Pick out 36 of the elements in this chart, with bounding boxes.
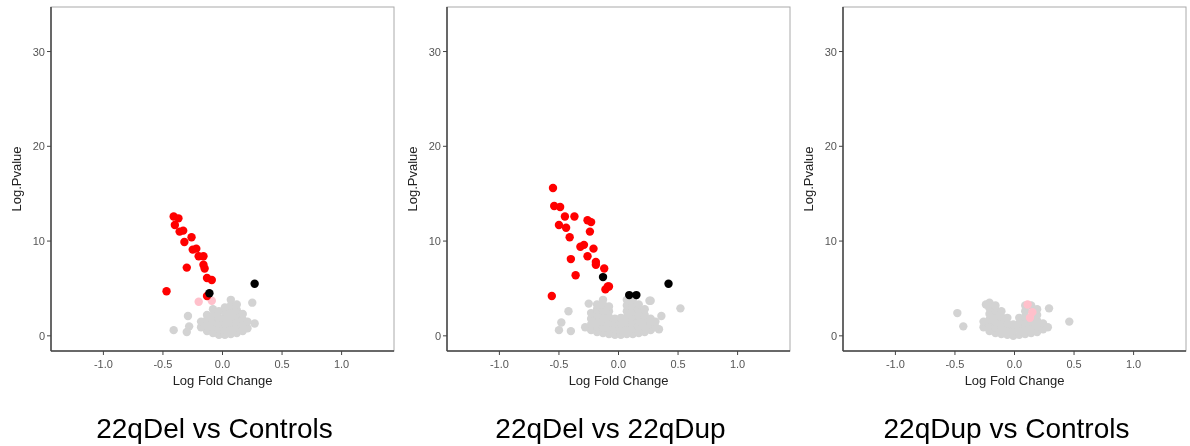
x-axis-title: Log Fold Change — [964, 373, 1065, 388]
y-axis-title: Log.Pvalue — [801, 146, 816, 212]
y-tick-label: 0 — [434, 329, 441, 342]
y-tick-label: 0 — [38, 329, 45, 342]
x-axis-title: Log Fold Change — [172, 373, 273, 388]
x-tick-label: -1.0 — [885, 358, 905, 370]
y-axis-title: Log.Pvalue — [405, 146, 420, 212]
x-tick-label: 0.5 — [670, 358, 686, 370]
x-tick-label: 1.0 — [333, 358, 350, 370]
y-tick-label: 0 — [830, 329, 837, 342]
text: 22qDel vs 22qDup — [495, 413, 726, 444]
y-tick-label: 30 — [32, 45, 45, 58]
y-tick-label: 20 — [428, 140, 441, 153]
x-tick-label: 0.5 — [1066, 358, 1082, 370]
y-tick-label: 10 — [428, 235, 441, 248]
x-tick-label: 1.0 — [1125, 358, 1142, 370]
y-axis-title: Log.Pvalue — [9, 146, 24, 212]
y-tick-label: 20 — [32, 140, 45, 153]
x-tick-label: 1.0 — [729, 358, 746, 370]
y-tick-label: 20 — [824, 140, 837, 153]
y-tick-label: 10 — [32, 235, 45, 248]
x-tick-label: 0.0 — [1006, 358, 1023, 370]
y-tick-label: 30 — [824, 45, 837, 58]
y-tick-label: 30 — [428, 45, 441, 58]
x-axis-title: Log Fold Change — [568, 373, 669, 388]
x-tick-label: 0.0 — [610, 358, 627, 370]
x-tick-label: 0.0 — [214, 358, 231, 370]
text: 22qDup vs Controls — [883, 413, 1130, 444]
x-tick-label: -0.5 — [945, 358, 965, 370]
x-tick-label: 0.5 — [274, 358, 290, 370]
y-tick-label: 10 — [824, 235, 837, 248]
x-tick-label: -1.0 — [489, 358, 509, 370]
x-tick-label: -0.5 — [549, 358, 569, 370]
x-tick-label: -0.5 — [153, 358, 173, 370]
x-tick-label: -1.0 — [93, 358, 113, 370]
text: 22qDel vs Controls — [96, 413, 333, 444]
